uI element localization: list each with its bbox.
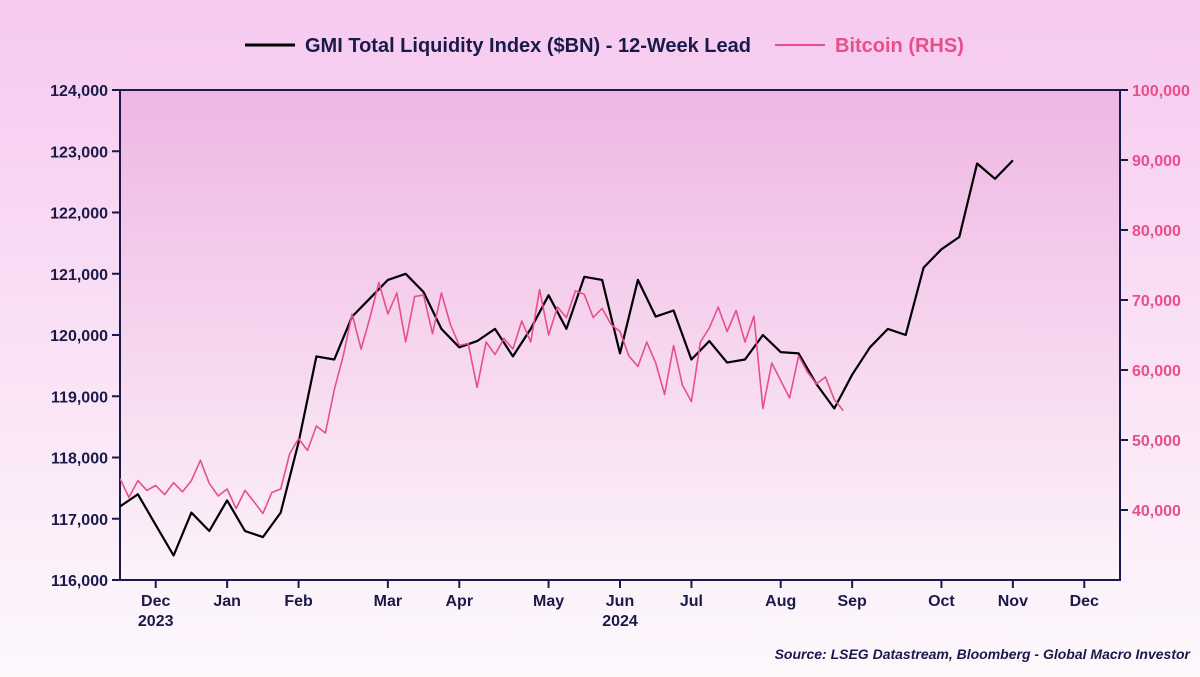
x-tick-sublabel: 2023 bbox=[138, 613, 174, 630]
y-right-tick-label: 80,000 bbox=[1132, 223, 1181, 240]
y-left-tick-label: 123,000 bbox=[50, 144, 108, 161]
x-tick-label: Feb bbox=[284, 593, 313, 610]
y-left-tick-label: 117,000 bbox=[51, 512, 108, 529]
legend-label-1: Bitcoin (RHS) bbox=[835, 35, 964, 57]
x-tick-label: Jan bbox=[213, 593, 241, 610]
source-text: Source: LSEG Datastream, Bloomberg - Glo… bbox=[775, 646, 1192, 662]
x-tick-label: Nov bbox=[998, 593, 1028, 610]
x-tick-sublabel: 2024 bbox=[602, 613, 638, 630]
legend-label-0: GMI Total Liquidity Index ($BN) - 12-Wee… bbox=[305, 35, 751, 57]
y-left-tick-label: 116,000 bbox=[51, 573, 108, 590]
x-tick-label: Mar bbox=[374, 593, 402, 610]
chart-container: GMI Total Liquidity Index ($BN) - 12-Wee… bbox=[0, 0, 1200, 677]
y-right-tick-label: 70,000 bbox=[1132, 293, 1181, 310]
y-left-tick-label: 121,000 bbox=[50, 267, 108, 284]
y-right-tick-label: 40,000 bbox=[1132, 503, 1181, 520]
y-left-tick-label: 124,000 bbox=[50, 83, 108, 100]
x-tick-label: Dec bbox=[141, 593, 170, 610]
y-left-tick-label: 120,000 bbox=[50, 328, 108, 345]
x-tick-label: Sep bbox=[837, 593, 867, 610]
x-tick-label: Jun bbox=[606, 593, 634, 610]
x-tick-label: Oct bbox=[928, 593, 955, 610]
x-tick-label: May bbox=[533, 593, 564, 610]
x-tick-label: Aug bbox=[765, 593, 796, 610]
y-right-tick-label: 60,000 bbox=[1132, 363, 1181, 380]
y-right-tick-label: 90,000 bbox=[1132, 153, 1181, 170]
y-left-tick-label: 118,000 bbox=[51, 451, 108, 468]
y-right-tick-label: 100,000 bbox=[1132, 83, 1190, 100]
x-tick-label: Jul bbox=[680, 593, 703, 610]
x-tick-label: Dec bbox=[1070, 593, 1099, 610]
y-left-tick-label: 122,000 bbox=[50, 206, 108, 223]
x-tick-label: Apr bbox=[446, 593, 474, 610]
y-left-tick-label: 119,000 bbox=[51, 389, 108, 406]
y-right-tick-label: 50,000 bbox=[1132, 433, 1181, 450]
